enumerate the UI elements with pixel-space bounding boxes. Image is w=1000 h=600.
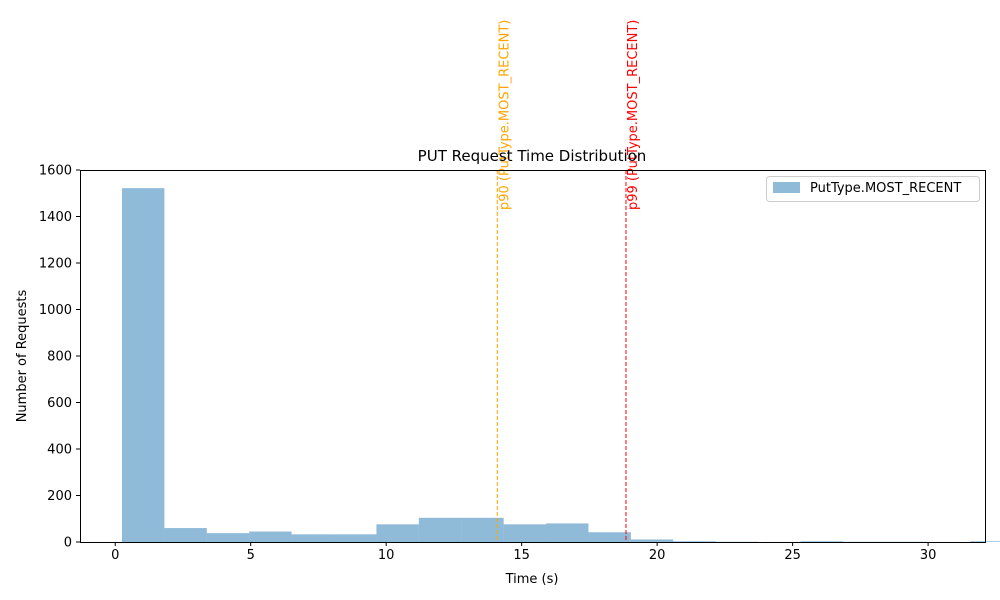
y-axis-label: Number of Requests	[15, 289, 30, 422]
histogram-bar	[503, 524, 547, 542]
x-axis-ticks: 0 5 10 15 20 25 30	[111, 542, 936, 563]
legend-box	[766, 176, 980, 202]
histogram-bar	[630, 539, 674, 542]
legend-entry-label: PutType.MOST_RECENT	[810, 181, 961, 196]
histogram-bar	[418, 517, 462, 542]
x-tick-label: 30	[920, 548, 937, 563]
x-tick-label: 10	[378, 548, 395, 563]
bars-layer	[121, 188, 1000, 542]
legend: PutType.MOST_RECENT	[766, 176, 980, 202]
x-tick-label: 0	[111, 548, 119, 563]
y-tick-label: 1400	[39, 210, 72, 225]
histogram-bar	[121, 188, 165, 542]
y-axis-ticks: 0 200 400 600 800 1000 1200 1400 1600	[39, 164, 80, 551]
x-tick-label: 15	[513, 548, 530, 563]
y-tick-label: 1000	[39, 303, 72, 318]
histogram-bar	[291, 534, 335, 542]
histogram-bar	[673, 541, 716, 542]
histogram-bar	[588, 532, 631, 542]
histogram-bar	[461, 517, 504, 542]
y-tick-label: 1600	[39, 164, 72, 179]
histogram-bar	[376, 524, 419, 542]
y-tick-label: 1200	[39, 257, 72, 272]
histogram-bar	[206, 533, 250, 542]
histogram-bar	[334, 534, 377, 542]
percentile-line-label: p90 (PutType.MOST_RECENT)	[497, 20, 512, 210]
chart-title: PUT Request Time Distribution	[418, 147, 647, 165]
plot-frame	[80, 170, 986, 543]
x-axis-label: Time (s)	[505, 572, 559, 587]
histogram-bar	[546, 523, 589, 542]
y-tick-label: 600	[47, 396, 72, 411]
y-tick-label: 800	[47, 350, 72, 365]
percentile-line-label: p99 (PutType.MOST_RECENT)	[626, 20, 641, 210]
x-tick-label: 5	[247, 548, 255, 563]
legend-swatch	[773, 182, 800, 193]
histogram-bar	[164, 528, 207, 542]
x-tick-label: 20	[649, 548, 666, 563]
y-tick-label: 200	[47, 489, 72, 504]
histogram-bar	[800, 541, 843, 542]
x-tick-label: 25	[784, 548, 801, 563]
y-tick-label: 0	[64, 536, 72, 551]
reference-lines-layer: p90 (PutType.MOST_RECENT) p99 (PutType.MO…	[496, 20, 641, 542]
histogram-bar	[249, 531, 292, 542]
y-tick-label: 400	[47, 443, 72, 458]
